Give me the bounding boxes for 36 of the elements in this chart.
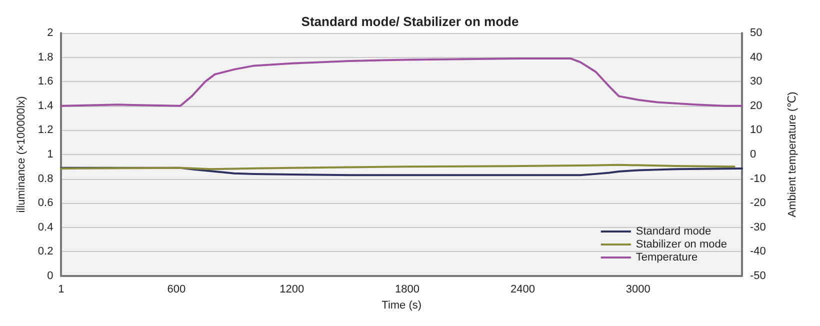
y-tick-label: 0.8 — [38, 172, 54, 185]
x-tick-label: 1200 — [280, 284, 304, 296]
y2-tick-label: -10 — [750, 172, 766, 185]
x-tick-label: 1 — [58, 284, 64, 296]
x-tick-label: 2400 — [510, 284, 535, 296]
legend-label: Standard mode — [636, 226, 712, 238]
y-tick-label: 1 — [47, 148, 54, 160]
y2-tick-label: 30 — [750, 76, 762, 88]
x-tick-label: 1800 — [395, 284, 420, 296]
x-tick-label: 600 — [167, 284, 186, 296]
y-tick-label: 0.2 — [38, 246, 54, 258]
chart-title: Standard mode/ Stabilizer on mode — [301, 14, 519, 29]
y2-tick-label: 0 — [750, 148, 756, 160]
legend-label: Temperature — [636, 252, 698, 264]
legend-label: Stabilizer on mode — [636, 238, 728, 250]
y-tick-label: 0 — [47, 270, 54, 282]
y2-tick-label: 10 — [750, 124, 762, 136]
x-axis-title: Time (s) — [382, 299, 422, 312]
y2-tick-label: 50 — [750, 27, 762, 39]
y-tick-label: 1.2 — [38, 124, 54, 136]
y-tick-label: 0.4 — [38, 221, 54, 234]
y-tick-label: 1.6 — [38, 76, 54, 88]
y-tick-label: 1.4 — [38, 100, 54, 112]
y2-tick-label: 20 — [750, 100, 762, 112]
y-tick-label: 0.6 — [38, 197, 54, 210]
y2-tick-label: -50 — [750, 270, 766, 282]
line-series — [60, 58, 743, 107]
y2-tick-label: -40 — [750, 246, 766, 258]
y2-tick-label: -20 — [750, 197, 766, 210]
y-tick-label: 2 — [47, 27, 54, 39]
x-tick-label: 3000 — [626, 284, 650, 296]
y-tick-label: 1.8 — [38, 51, 54, 64]
y2-tick-label: -30 — [750, 221, 766, 234]
y2-tick-label: 40 — [750, 51, 762, 64]
y2-axis-title: Ambient temperature (℃) — [786, 92, 798, 218]
y-axis-title: illuminance (×100000lx) — [16, 96, 28, 213]
